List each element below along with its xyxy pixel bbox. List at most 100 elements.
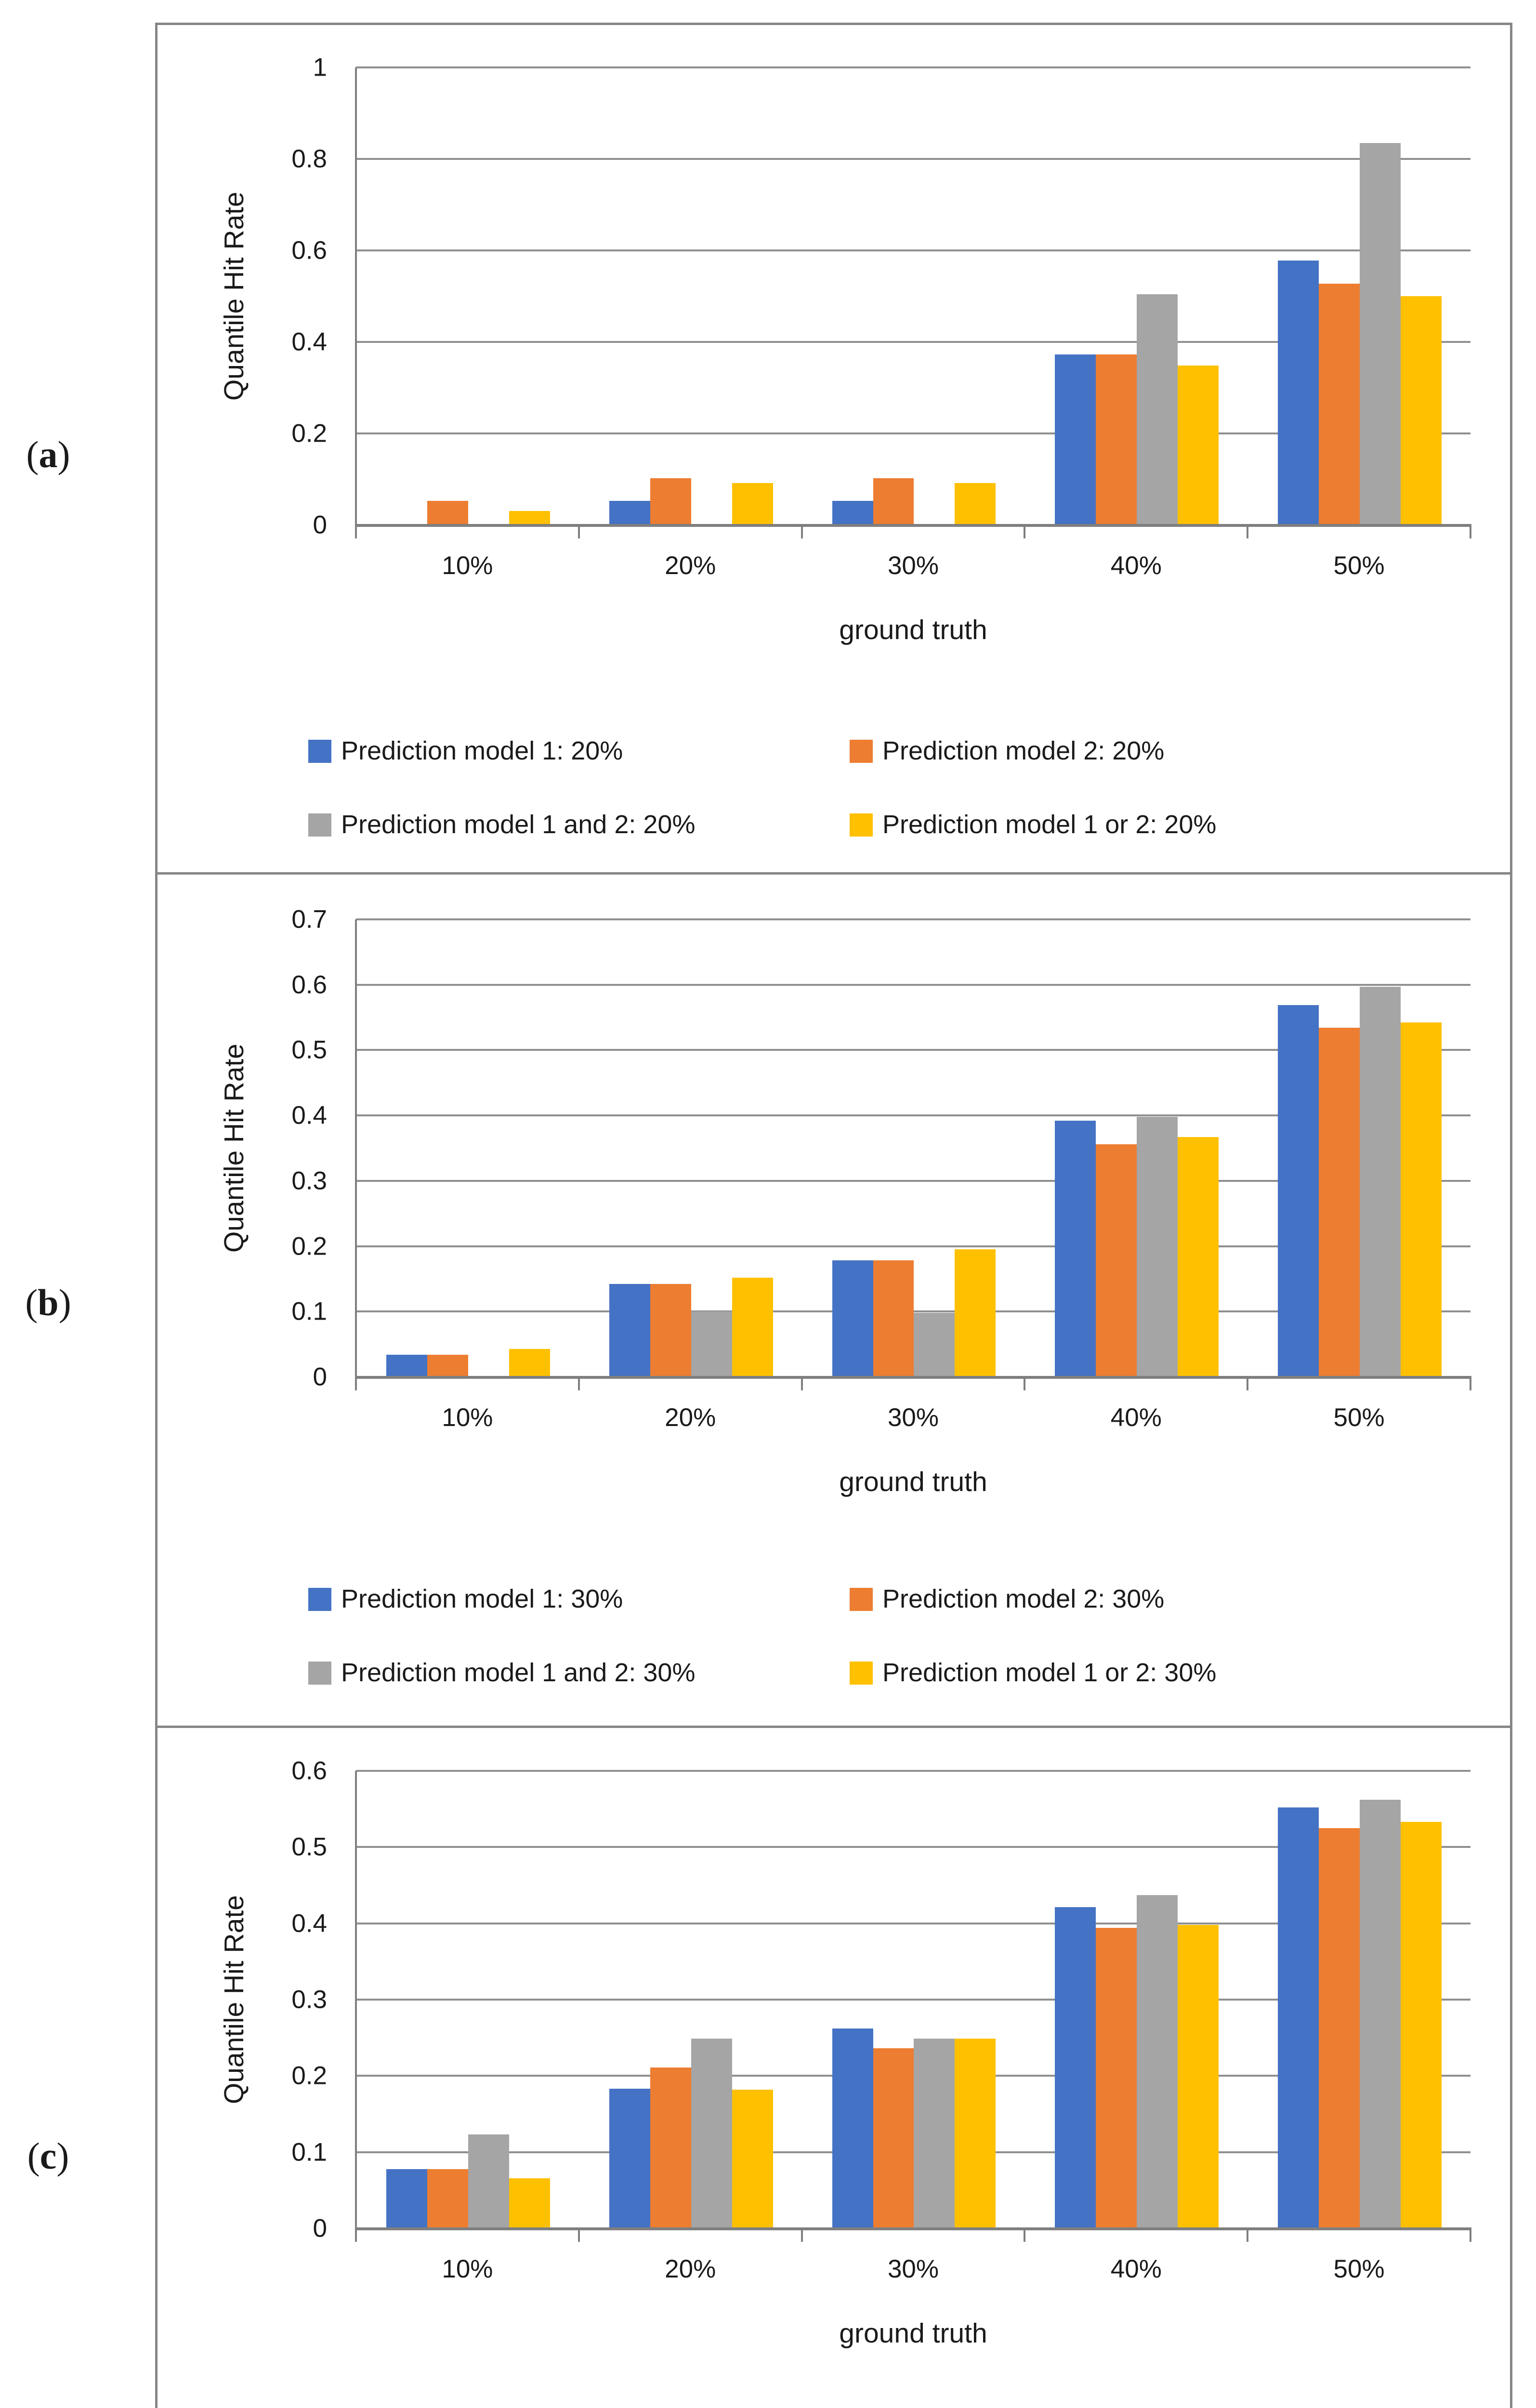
bar-series1-50% [1278, 1005, 1319, 1377]
gridline [356, 1999, 1470, 2001]
x-axis-tick [1470, 524, 1471, 538]
bar-series1-30% [832, 500, 873, 525]
bar-series1-30% [832, 2028, 873, 2228]
y-tick-label: 0.3 [291, 1985, 327, 2014]
gridline [356, 341, 1470, 343]
bar-series2-40% [1096, 1144, 1137, 1377]
panel-side-label-paren: ( [26, 433, 39, 475]
legend-item: Prediction model 2: 20% [850, 736, 1165, 765]
bar-series4-10% [509, 510, 550, 525]
panel-side-label-paren: ) [58, 1282, 71, 1323]
bar-series3-20% [691, 2038, 732, 2228]
bar-series2-30% [873, 1260, 914, 1377]
x-axis-line [355, 524, 1471, 527]
bar-series1-50% [1278, 1807, 1319, 2228]
x-tick-label: 30% [887, 1403, 939, 1432]
y-tick-label: 1 [313, 53, 327, 82]
x-tick-label: 10% [442, 2255, 493, 2283]
x-axis-tick [1024, 2227, 1026, 2242]
panel-side-label: (a) [5, 436, 92, 473]
bar-series2-10% [427, 500, 468, 525]
y-axis-line [355, 67, 357, 527]
legend-label: Prediction model 1 or 2: 20% [882, 810, 1217, 839]
gridline [356, 983, 1470, 986]
x-tick-label: 40% [1110, 551, 1162, 580]
bar-series3-40% [1137, 294, 1178, 525]
gridline [356, 1179, 1470, 1182]
y-tick-label: 0.6 [291, 236, 327, 265]
panel-side-label: (b) [5, 1284, 92, 1322]
bar-series4-50% [1401, 296, 1442, 525]
x-tick-label: 50% [1333, 2255, 1385, 2283]
bar-series1-40% [1055, 1907, 1096, 2228]
legend-label: Prediction model 1: 30% [341, 1584, 623, 1613]
legend-item: Prediction model 1 or 2: 30% [850, 1658, 1216, 1687]
bar-series4-30% [955, 1249, 996, 1377]
y-tick-label: 0.4 [291, 327, 327, 356]
gridline [356, 1922, 1470, 1924]
bar-series3-40% [1137, 1895, 1178, 2228]
legend-item: Prediction model 1: 20% [308, 736, 623, 765]
y-axis-line [355, 1771, 357, 2230]
bar-series4-40% [1178, 1924, 1219, 2228]
x-axis-title: ground truth [839, 1466, 987, 1497]
bar-series2-50% [1319, 284, 1360, 525]
y-tick-label: 0 [313, 2214, 327, 2243]
panel-side-label-letter: c [39, 2135, 57, 2177]
x-axis-tick [355, 2227, 357, 2242]
x-tick-label: 20% [665, 551, 716, 580]
chart-panel-c: 0 0.1 0.2 0.3 0.4 0.5 0.6 10% 20% 30% 40% 50% ground… [158, 1727, 1510, 2408]
gridline [356, 1049, 1470, 1051]
bar-series4-10% [509, 1348, 550, 1377]
legend-item: Prediction model 1 or 2: 20% [850, 810, 1217, 839]
panel-side-label-paren: ) [56, 2135, 69, 2177]
x-axis-title: ground truth [839, 615, 987, 645]
bar-series1-50% [1278, 260, 1319, 525]
x-tick-label: 10% [442, 551, 493, 580]
bar-series2-10% [427, 1354, 468, 1377]
x-axis-tick [355, 1376, 357, 1390]
y-tick-label: 0 [313, 510, 327, 539]
figure-border-box: 0 0.2 0.4 0.6 0.8 1 10% 20% 30% 40% 50% ground trut… [155, 23, 1512, 2408]
legend-label: Prediction model 1: 20% [341, 736, 623, 765]
gridline [356, 66, 1470, 68]
legend-label: Prediction model 2: 20% [882, 736, 1165, 765]
x-tick-label: 30% [887, 2255, 939, 2283]
x-axis-tick [801, 1376, 803, 1390]
bar-series4-20% [732, 483, 773, 525]
legend-item: Prediction model 1 and 2: 30% [308, 1658, 695, 1687]
x-tick-label: 20% [665, 1403, 716, 1432]
x-axis-tick [578, 1376, 580, 1390]
y-axis-title: Quantile Hit Rate [219, 1043, 249, 1253]
bar-series2-50% [1319, 1828, 1360, 2228]
bar-series1-20% [609, 2089, 650, 2228]
y-tick-label: 0.6 [291, 970, 327, 999]
x-tick-label: 50% [1333, 1403, 1385, 1432]
panel-side-label-paren: ( [27, 2135, 40, 2177]
y-tick-label: 0.4 [291, 1101, 327, 1130]
panel-divider [158, 1726, 1510, 1728]
x-axis-tick [1024, 524, 1026, 538]
bar-series3-40% [1137, 1116, 1178, 1377]
legend-swatch [850, 813, 873, 837]
bar-series2-20% [650, 2067, 691, 2228]
x-axis-tick [801, 2227, 803, 2242]
bar-series1-20% [609, 1284, 650, 1377]
legend-swatch [850, 1661, 873, 1685]
y-tick-label: 0 [313, 1362, 327, 1391]
x-axis-line [355, 1376, 1471, 1379]
legend-label: Prediction model 2: 30% [882, 1584, 1165, 1613]
bar-series1-10% [386, 1354, 427, 1377]
x-axis-tick [1024, 1376, 1026, 1390]
legend-swatch [308, 1661, 331, 1685]
x-axis-tick [1470, 2227, 1471, 2242]
legend-label: Prediction model 1 and 2: 20% [341, 810, 696, 839]
legend-item: Prediction model 1: 30% [308, 1584, 623, 1613]
bar-series2-30% [873, 478, 914, 525]
panel-side-label-letter: a [39, 433, 58, 475]
gridline [356, 432, 1470, 434]
bar-series3-20% [691, 1311, 732, 1377]
bar-series1-40% [1055, 354, 1096, 525]
bar-series1-40% [1055, 1121, 1096, 1377]
x-axis-tick [1247, 2227, 1249, 2242]
